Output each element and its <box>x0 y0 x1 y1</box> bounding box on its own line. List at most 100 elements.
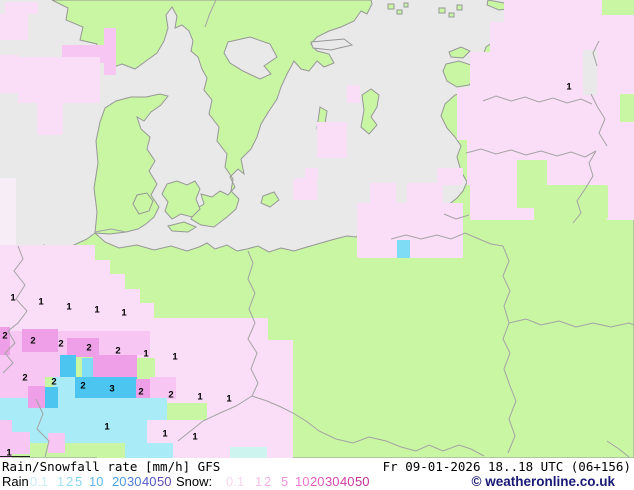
hiiumaa-island <box>448 46 471 59</box>
precip-value-label: 1 <box>6 448 12 459</box>
map-title: Rain/Snowfall rate [mm/h] GFS <box>2 459 221 474</box>
precip-value-label: 1 <box>66 302 72 313</box>
precip-cell <box>22 329 58 352</box>
gotland-island <box>360 88 380 135</box>
precip-cell <box>347 85 360 103</box>
precip-cell <box>0 55 18 93</box>
precip-cell <box>97 443 125 458</box>
precip-cell <box>10 432 30 454</box>
border-poland-czech-slovakia <box>251 395 485 457</box>
precip-cell <box>230 447 267 458</box>
precip-cell <box>397 240 410 258</box>
precip-value-label: 1 <box>94 305 100 316</box>
precip-cell <box>173 443 207 458</box>
precip-cell <box>457 88 634 140</box>
precip-cell <box>467 136 634 185</box>
rain-scale-value-40: 40 <box>142 474 157 489</box>
precip-cell <box>147 420 207 443</box>
precip-cell <box>136 379 151 402</box>
snow-scale-value-5: 5 <box>281 474 289 489</box>
precip-value-label: 2 <box>2 331 7 342</box>
precip-cell <box>18 57 100 103</box>
rain-scale-value-5: 5 <box>75 474 83 489</box>
precip-cell <box>125 443 173 458</box>
snow-scale-value-0.1: 0.1 <box>226 474 245 489</box>
precip-value-label: 1 <box>143 349 149 360</box>
precip-cell <box>305 168 318 180</box>
rain-scale-value-2: 2 <box>66 474 74 489</box>
map-area: 1 1 1 1 1 2 2 2 2 2 1 1 2 2 2 3 2 2 1 1 1 1 1 1 1 <box>0 0 634 458</box>
snow-scale-label: Snow: <box>176 474 213 489</box>
precip-value-label: 1 <box>162 429 168 440</box>
precip-cell <box>0 260 110 274</box>
precip-value-label: 1 <box>197 392 203 403</box>
precip-cell <box>407 183 443 203</box>
precip-value-label: 2 <box>86 343 91 354</box>
precip-cell <box>595 186 608 218</box>
border-estonia-russia <box>590 40 608 147</box>
precip-value-label: 1 <box>104 422 110 433</box>
lake-vanern <box>223 36 278 80</box>
border-ukraine-corner <box>606 440 630 458</box>
funen-island <box>132 192 154 215</box>
precip-cell <box>93 355 137 377</box>
precip-cell <box>317 122 347 158</box>
border-kaliningrad-north <box>443 213 470 220</box>
snow-scale-value-1: 1 <box>255 474 263 489</box>
border-germany-poland <box>247 250 259 397</box>
legend-scale-row: Rain 0.1 1 2 5 10 20 30 40 50 Snow: 0.1 1 2 5 10 20 30… <box>0 474 634 490</box>
precip-cell <box>75 377 137 398</box>
copyright: © weatheronline.co.uk <box>471 474 615 489</box>
rain-scale-value-10: 10 <box>89 474 104 489</box>
precip-cell <box>0 327 10 355</box>
precip-value-label: 1 <box>10 293 16 304</box>
value-labels: 1 1 1 1 1 2 2 2 2 2 1 1 2 2 2 3 2 2 1 1 1 1 1 1 1 <box>2 82 572 459</box>
precip-cell <box>620 94 634 122</box>
precip-value-label: 2 <box>115 346 120 357</box>
border-germany-netherlands <box>2 245 28 374</box>
precip-value-label: 2 <box>22 373 27 384</box>
precip-cell <box>0 420 12 458</box>
lake-malaren <box>310 38 354 51</box>
archipelago-islets <box>387 2 463 18</box>
border-belarus-ukraine <box>508 318 634 328</box>
border-germany-france <box>35 398 50 458</box>
precip-cell <box>0 178 16 248</box>
snow-scale-value-50: 50 <box>355 474 370 489</box>
precip-value-label: 1 <box>566 82 572 93</box>
precip-value-label: 2 <box>30 336 35 347</box>
snow-scale-value-2: 2 <box>264 474 272 489</box>
precip-cell <box>0 245 95 260</box>
precip-cell <box>0 289 140 303</box>
precip-cell <box>0 274 125 289</box>
precip-cell <box>437 168 463 185</box>
rain-scale-value-50: 50 <box>157 474 172 489</box>
precip-cell <box>583 50 597 95</box>
country-borders <box>2 0 634 458</box>
precip-cell <box>607 183 634 220</box>
precip-value-label: 1 <box>121 308 127 319</box>
border-poland-east <box>502 245 517 454</box>
precipitation-map: 1 1 1 1 1 2 2 2 2 2 1 1 2 2 2 3 2 2 1 1 1 1 1 1 1 <box>0 0 634 458</box>
legend-bar: Rain/Snowfall rate [mm/h] GFS Fr 09-01-2… <box>0 458 634 490</box>
border-norway-sweden <box>204 0 217 28</box>
precip-cell <box>28 386 45 408</box>
precip-cell <box>43 387 58 408</box>
precip-cell <box>5 2 38 14</box>
precip-value-label: 1 <box>172 352 178 363</box>
precip-value-label: 1 <box>192 432 198 443</box>
map-datetime: Fr 09-01-2026 18..18 UTC (06+156) <box>382 459 631 474</box>
precip-value-label: 2 <box>80 381 85 392</box>
precip-cell <box>58 387 75 407</box>
border-estonia-latvia <box>482 95 593 105</box>
precip-cell <box>602 0 634 15</box>
border-lithuania-belarus <box>572 150 597 224</box>
precip-cell <box>82 358 94 377</box>
border-germany-czech <box>177 395 253 442</box>
border-kaliningrad-south <box>390 232 504 247</box>
precip-cell <box>0 14 28 40</box>
precip-value-label: 2 <box>168 390 173 401</box>
scandinavia-landmass <box>51 0 373 228</box>
precip-value-label: 1 <box>226 394 232 405</box>
rain-scale-value-30: 30 <box>127 474 142 489</box>
